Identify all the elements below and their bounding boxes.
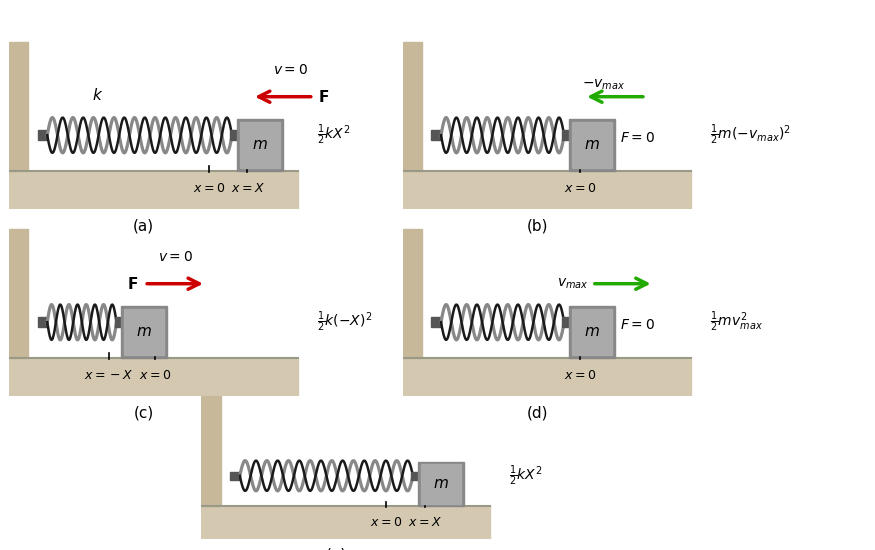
Text: (c): (c) — [133, 405, 154, 421]
Text: $\frac{1}{2}kX^2$: $\frac{1}{2}kX^2$ — [317, 123, 350, 147]
Bar — [402, 358, 691, 396]
Text: $\mathbf{F}$: $\mathbf{F}$ — [318, 89, 329, 104]
Text: $\mathbf{F}$: $\mathbf{F}$ — [128, 276, 138, 292]
Bar — [38, 130, 47, 140]
Bar — [38, 317, 47, 327]
Bar — [240, 122, 280, 168]
Bar — [431, 130, 441, 140]
Bar — [115, 317, 123, 327]
Text: $x = 0$: $x = 0$ — [192, 182, 225, 195]
Text: $m$: $m$ — [136, 324, 152, 339]
Text: $v_{max}$: $v_{max}$ — [556, 277, 588, 291]
Bar — [201, 396, 220, 506]
Text: (b): (b) — [527, 218, 548, 234]
Text: $m$: $m$ — [584, 324, 600, 339]
Bar — [9, 229, 28, 358]
Text: (e): (e) — [326, 547, 346, 550]
Text: $F = 0$: $F = 0$ — [620, 318, 654, 332]
Bar — [9, 42, 28, 170]
Text: $m$: $m$ — [584, 138, 600, 152]
Bar — [124, 309, 164, 355]
Text: $x = 0$: $x = 0$ — [139, 368, 172, 382]
Text: $x = X$: $x = X$ — [408, 516, 442, 529]
Text: $x = X$: $x = X$ — [230, 182, 264, 195]
Bar — [402, 170, 691, 209]
Text: $m$: $m$ — [252, 138, 268, 152]
Text: $m$: $m$ — [433, 476, 449, 492]
Text: $\frac{1}{2}m(-v_{max})^2$: $\frac{1}{2}m(-v_{max})^2$ — [710, 123, 792, 147]
Text: $\frac{1}{2}k(-X)^2$: $\frac{1}{2}k(-X)^2$ — [317, 310, 372, 334]
Bar — [402, 42, 422, 170]
Bar — [563, 317, 570, 327]
Bar — [230, 130, 239, 140]
Bar — [411, 472, 419, 480]
Text: $v = 0$: $v = 0$ — [273, 63, 308, 78]
Bar — [431, 317, 441, 327]
Bar — [421, 464, 461, 504]
Bar — [572, 122, 612, 168]
Text: $v = 0$: $v = 0$ — [158, 250, 192, 265]
Text: $\frac{1}{2}mv_{max}^2$: $\frac{1}{2}mv_{max}^2$ — [710, 310, 763, 334]
Text: $x = 0$: $x = 0$ — [370, 516, 402, 529]
Bar — [9, 170, 298, 209]
Bar — [121, 306, 167, 358]
Text: $-v_{max}$: $-v_{max}$ — [582, 78, 625, 92]
Text: $F = 0$: $F = 0$ — [620, 131, 654, 145]
Bar — [572, 309, 612, 355]
Bar — [563, 130, 570, 140]
Bar — [230, 472, 240, 480]
Bar — [9, 358, 298, 396]
Text: $\frac{1}{2}kX^2$: $\frac{1}{2}kX^2$ — [509, 464, 542, 488]
Text: $x = -X$: $x = -X$ — [84, 368, 134, 382]
Bar — [569, 119, 615, 170]
Text: $x = 0$: $x = 0$ — [564, 182, 596, 195]
Text: (d): (d) — [527, 405, 548, 421]
Text: (a): (a) — [133, 218, 154, 234]
Text: $x = 0$: $x = 0$ — [564, 368, 596, 382]
Text: $k$: $k$ — [92, 87, 103, 103]
Bar — [417, 462, 464, 506]
Bar — [402, 229, 422, 358]
Bar — [236, 119, 283, 170]
Bar — [569, 306, 615, 358]
Bar — [201, 506, 490, 539]
